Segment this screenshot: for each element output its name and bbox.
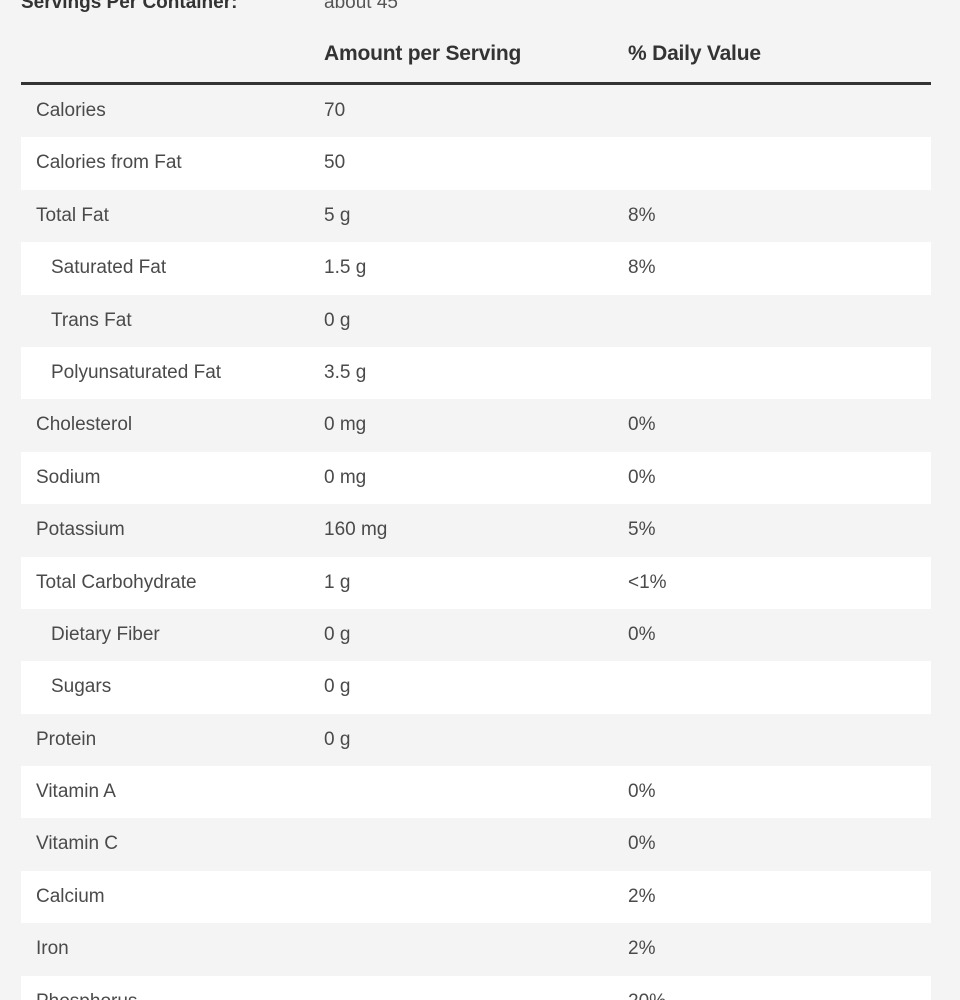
nutrient-name: Protein — [36, 728, 97, 750]
nutrient-amount: 5 g — [324, 204, 351, 226]
nutrient-amount: 0 g — [324, 728, 351, 750]
nutrient-name: Phosphorus — [36, 991, 137, 1000]
nutrient-daily-value: 0% — [628, 833, 656, 855]
servings-value: about 45 — [324, 0, 398, 13]
nutrient-amount: 0 g — [324, 676, 351, 698]
nutrient-daily-value: 0% — [628, 781, 656, 803]
nutrient-amount: 70 — [324, 100, 346, 121]
nutrient-amount: 0 g — [324, 623, 351, 645]
nutrient-name: Calcium — [36, 885, 105, 907]
servings-per-container: Servings Per Container: about 45 — [0, 0, 960, 18]
nutrient-table: Calories 70 Calories from Fat 50 Total Fat 5 … — [21, 85, 931, 1000]
header-daily-value: % Daily Value — [628, 42, 761, 65]
nutrient-amount: 0 mg — [324, 466, 367, 488]
nutrient-daily-value: 0% — [628, 466, 656, 488]
table-row: Iron 2% — [21, 923, 931, 976]
nutrient-daily-value: 5% — [628, 519, 656, 541]
nutrient-name: Polyunsaturated Fat — [51, 361, 222, 383]
nutrient-amount: 1 g — [324, 571, 351, 593]
nutrient-amount: 0 g — [324, 309, 351, 331]
header-divider — [21, 82, 931, 85]
nutrient-name: Calories from Fat — [36, 152, 182, 174]
nutrient-name: Iron — [36, 938, 69, 960]
table-row: Polyunsaturated Fat 3.5 g — [21, 346, 931, 400]
nutrient-name: Total Fat — [36, 204, 109, 226]
table-row: Total Carbohydrate 1 g <1% — [21, 556, 931, 609]
nutrient-daily-value: 8% — [628, 257, 656, 279]
nutrient-amount: 3.5 g — [324, 361, 367, 383]
nutrient-daily-value: 8% — [628, 204, 656, 226]
nutrient-name: Saturated Fat — [51, 257, 167, 279]
nutrient-name: Sodium — [36, 466, 101, 488]
nutrient-amount: 50 — [324, 152, 346, 174]
nutrient-amount: 1.5 g — [324, 257, 367, 279]
nutrient-name: Vitamin C — [36, 833, 119, 855]
table-row: Trans Fat 0 g — [21, 294, 931, 347]
nutrient-daily-value: <1% — [628, 571, 667, 593]
table-row: Total Fat 5 g 8% — [21, 189, 931, 243]
table-row: Vitamin A 0% — [21, 766, 931, 819]
servings-label: Servings Per Container: — [21, 0, 238, 13]
nutrient-name: Sugars — [51, 676, 112, 698]
nutrient-amount: 0 mg — [324, 414, 367, 436]
table-row: Cholesterol 0 mg 0% — [21, 399, 931, 452]
nutrient-daily-value: 20% — [628, 991, 666, 1000]
table-row: Sugars 0 g — [21, 661, 931, 714]
header-amount-per-serving: Amount per Serving — [324, 42, 522, 65]
table-row: Saturated Fat 1.5 g 8% — [21, 242, 931, 295]
nutrient-name: Calories — [36, 100, 106, 121]
table-row: Calcium 2% — [21, 870, 931, 924]
table-row: Potassium 160 mg 5% — [21, 504, 931, 557]
nutrient-daily-value: 2% — [628, 885, 656, 907]
table-row: Phosphorus 20% — [21, 975, 931, 1000]
nutrient-name: Dietary Fiber — [51, 623, 160, 645]
table-row: Sodium 0 mg 0% — [21, 451, 931, 505]
nutrient-daily-value: 0% — [628, 414, 656, 436]
nutrient-name: Total Carbohydrate — [36, 571, 197, 593]
nutrient-name: Potassium — [36, 519, 125, 541]
table-row: Calories 70 — [21, 85, 931, 138]
table-row: Calories from Fat 50 — [21, 137, 931, 190]
nutrient-name: Vitamin A — [36, 781, 116, 803]
table-row: Protein 0 g — [21, 713, 931, 767]
table-header: Amount per Serving % Daily Value — [21, 34, 931, 78]
nutrient-amount: 160 mg — [324, 519, 388, 541]
table-row: Dietary Fiber 0 g 0% — [21, 608, 931, 662]
table-row: Vitamin C 0% — [21, 818, 931, 871]
nutrient-daily-value: 2% — [628, 938, 656, 960]
nutrient-name: Cholesterol — [36, 414, 133, 436]
nutrient-name: Trans Fat — [51, 309, 132, 331]
nutrient-daily-value: 0% — [628, 623, 656, 645]
